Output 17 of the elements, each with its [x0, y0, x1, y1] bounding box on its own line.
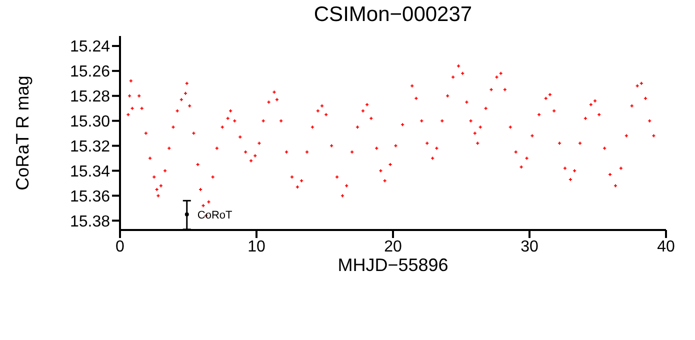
y-tick-label: 15.24	[70, 38, 110, 56]
series-label: CoRoT	[197, 209, 233, 222]
x-axis-title: MHJD−55896	[338, 255, 448, 275]
x-tick-label: 10	[248, 238, 266, 256]
y-axis-title: CoRaT R mag	[12, 76, 32, 190]
y-tick-label: 15.28	[70, 88, 110, 106]
x-tick-label: 0	[116, 238, 125, 256]
y-tick-label: 15.30	[70, 114, 110, 131]
x-tick-label: 40	[657, 238, 675, 256]
x-tick-label: 30	[520, 238, 538, 256]
y-tick-label: 15.26	[70, 64, 110, 81]
y-tick-label: 15.38	[70, 213, 110, 230]
y-tick-label: 15.32	[70, 138, 110, 156]
y-tick-label: 15.34	[70, 163, 110, 180]
y-tick-label: 15.36	[70, 188, 110, 206]
chart-title: CSIMon−000237	[312, 3, 474, 27]
x-tick-label: 20	[384, 238, 402, 256]
